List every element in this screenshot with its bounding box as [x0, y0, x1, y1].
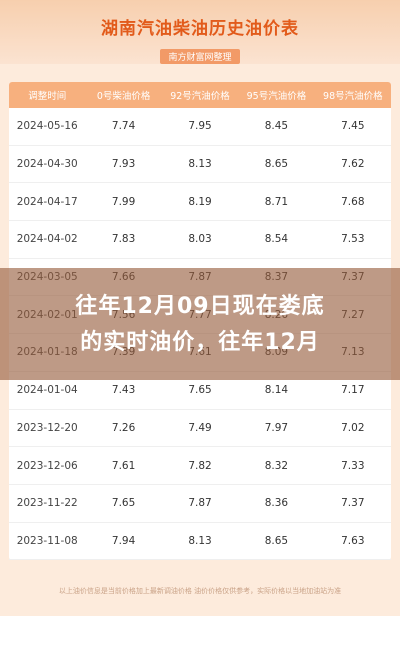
cell-diesel-0: 7.74 — [111, 120, 136, 133]
cell-gas-98: 7.02 — [341, 421, 365, 434]
table-header-banner: 湖南汽油柴油历史油价表 南方财富网整理 — [0, 0, 400, 64]
cell-gas-92: 7.65 — [188, 384, 212, 397]
cell-gas-95: 8.65 — [264, 158, 289, 171]
table-row: 2023-12-20 7.26 7.49 7.97 7.02 — [9, 410, 391, 448]
cell-gas-95: 8.36 — [264, 497, 289, 510]
cell-gas-98: 7.37 — [341, 497, 365, 510]
cell-diesel-0: 7.61 — [111, 459, 136, 472]
headline-overlay: 往年12月09日现在娄底 的实时油价，往年12月 — [0, 268, 400, 380]
headline-line-2: 的实时油价，往年12月 — [80, 330, 320, 355]
cell-gas-98: 7.53 — [341, 233, 365, 246]
cell-date: 2023-11-08 — [16, 534, 78, 547]
cell-gas-98: 7.68 — [341, 195, 365, 208]
cell-gas-95: 8.54 — [264, 233, 289, 246]
column-header-gas-98: 98号汽油价格 — [323, 91, 383, 102]
footer-note: 以上油价信息是当前价格加上最新调油价格 油价价格仅供参考，实际价格以当地加油站为… — [58, 587, 342, 595]
table-head: 调整时间 0号柴油价格 92号汽油价格 95号汽油价格 98号汽油价格 — [9, 82, 391, 108]
cell-gas-92: 7.82 — [188, 459, 212, 472]
cell-gas-95: 8.45 — [264, 120, 289, 133]
cell-date: 2024-05-16 — [16, 120, 78, 133]
table-row: 2023-11-22 7.65 7.87 8.36 7.37 — [9, 485, 391, 523]
cell-gas-95: 8.14 — [264, 384, 289, 397]
cell-date: 2023-11-22 — [16, 497, 78, 510]
cell-gas-92: 7.95 — [188, 120, 212, 133]
column-header-gas-95: 95号汽油价格 — [246, 91, 307, 102]
cell-gas-95: 8.65 — [264, 534, 289, 547]
cell-gas-98: 7.63 — [341, 534, 365, 547]
table-row: 2024-04-02 7.83 8.03 8.54 7.53 — [9, 221, 391, 259]
cell-gas-98: 7.33 — [341, 459, 365, 472]
bottom-blank — [0, 616, 400, 646]
table-row: 2023-11-08 7.94 8.13 8.65 7.63 — [9, 523, 391, 561]
cell-diesel-0: 7.99 — [111, 195, 136, 208]
cell-diesel-0: 7.43 — [111, 384, 136, 397]
cell-date: 2023-12-20 — [16, 421, 78, 434]
cell-gas-92: 7.49 — [188, 421, 212, 434]
table-row: 2024-04-17 7.99 8.19 8.71 7.68 — [9, 183, 391, 222]
source-badge: 南方财富网整理 — [160, 49, 240, 64]
cell-gas-92: 8.13 — [188, 534, 212, 547]
subtitle-wrap: 南方财富网整理 — [0, 45, 400, 64]
column-header-diesel-0: 0号柴油价格 — [96, 91, 151, 102]
cell-date: 2024-01-04 — [16, 384, 78, 397]
table-row: 2024-04-30 7.93 8.13 8.65 7.62 — [9, 146, 391, 184]
cell-gas-92: 8.03 — [188, 233, 212, 246]
cell-diesel-0: 7.26 — [111, 421, 136, 434]
column-header-date: 调整时间 — [28, 91, 67, 102]
cell-date: 2023-12-06 — [16, 459, 78, 472]
headline-line-1: 往年12月09日现在娄底 — [75, 294, 325, 319]
cell-diesel-0: 7.65 — [111, 497, 136, 510]
cell-date: 2024-04-17 — [16, 195, 78, 208]
table-row: 2023-12-06 7.61 7.82 8.32 7.33 — [9, 447, 391, 485]
cell-gas-95: 8.71 — [264, 195, 289, 208]
column-header-gas-92: 92号汽油价格 — [170, 91, 230, 102]
cell-diesel-0: 7.83 — [111, 233, 136, 246]
table-row: 2024-05-16 7.74 7.95 8.45 7.45 — [9, 108, 391, 146]
table-row: 2024-01-04 7.43 7.65 8.14 7.17 — [9, 372, 391, 410]
cell-gas-98: 7.45 — [341, 120, 365, 133]
cell-gas-95: 7.97 — [264, 421, 289, 434]
cell-gas-92: 7.87 — [188, 497, 212, 510]
page-title: 湖南汽油柴油历史油价表 — [101, 19, 299, 39]
cell-diesel-0: 7.94 — [111, 534, 136, 547]
cell-gas-98: 7.17 — [341, 384, 365, 397]
cell-gas-92: 8.19 — [188, 195, 212, 208]
cell-gas-98: 7.62 — [341, 158, 365, 171]
cell-gas-95: 8.32 — [264, 459, 289, 472]
cell-date: 2024-04-30 — [16, 158, 78, 171]
cell-gas-92: 8.13 — [188, 158, 212, 171]
cell-diesel-0: 7.93 — [111, 158, 136, 171]
cell-date: 2024-04-02 — [16, 233, 78, 246]
